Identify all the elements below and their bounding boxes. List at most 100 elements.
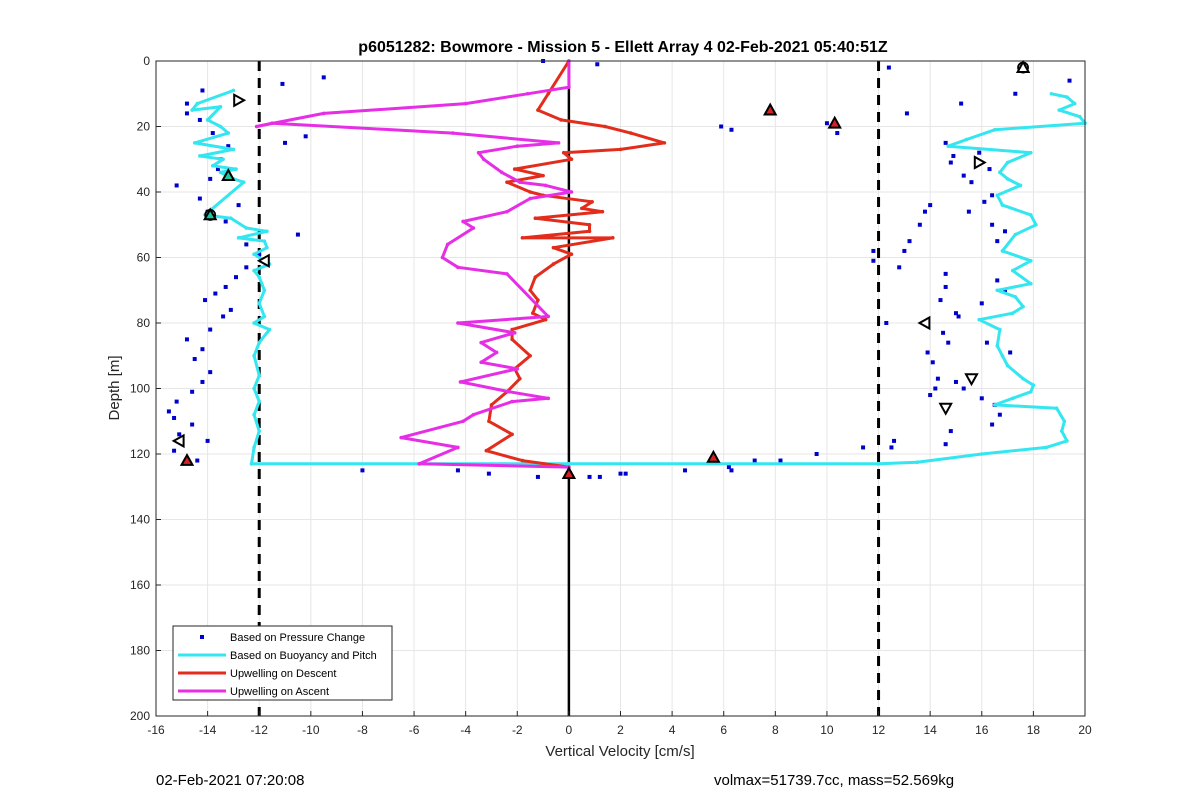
pressure-change-point — [990, 422, 995, 427]
series-point — [567, 462, 571, 466]
pressure-change-point — [623, 471, 628, 476]
x-tick-label: 14 — [923, 723, 937, 737]
x-tick-label: 12 — [872, 723, 886, 737]
legend-label: Upwelling on Ascent — [230, 686, 329, 698]
pressure-change-point — [943, 442, 948, 447]
pressure-change-point — [979, 301, 984, 306]
x-tick-label: -6 — [409, 723, 420, 737]
pressure-change-point — [244, 242, 249, 247]
series-point — [198, 154, 202, 158]
series-point — [252, 412, 256, 417]
event-marker-triangle-up — [706, 449, 721, 463]
x-tick-label: 10 — [820, 723, 834, 737]
series-point — [946, 144, 951, 148]
series-point — [546, 91, 551, 96]
pressure-change-point — [953, 379, 958, 384]
pressure-change-point — [982, 199, 987, 204]
pressure-change-point — [943, 271, 948, 276]
series-point — [252, 321, 256, 325]
y-tick-label: 200 — [130, 709, 150, 723]
series-point — [520, 458, 525, 463]
series-point — [1010, 311, 1015, 315]
series-point — [270, 121, 274, 126]
series-point — [417, 462, 422, 466]
series-point — [1005, 160, 1010, 165]
series-point — [1010, 268, 1015, 273]
pressure-change-point — [184, 111, 189, 116]
pressure-change-point — [907, 239, 912, 244]
pressure-change-point — [213, 291, 218, 296]
series-point — [1005, 177, 1010, 181]
series-point — [231, 88, 236, 93]
y-axis-label: Depth [m] — [106, 355, 123, 420]
series-point — [456, 321, 460, 325]
pressure-change-point — [257, 252, 262, 257]
footer-timestamp: 02-Feb-2021 07:20:08 — [156, 772, 305, 789]
series-point — [484, 448, 489, 453]
event-marker-triangle-down — [938, 402, 953, 416]
pressure-change-point — [995, 278, 1000, 283]
series-based-on-pressure-change — [166, 59, 1072, 479]
series-point — [1029, 150, 1033, 155]
y-tick-label: 60 — [137, 251, 151, 265]
pressure-change-point — [990, 193, 995, 198]
series-point — [998, 327, 1002, 332]
pressure-change-point — [1067, 78, 1072, 83]
pressure-change-point — [778, 458, 783, 463]
x-tick-label: -16 — [147, 723, 165, 737]
x-tick-label: -2 — [512, 723, 523, 737]
pressure-change-point — [889, 445, 894, 450]
series-point — [1005, 363, 1010, 368]
series-point — [520, 236, 525, 240]
pressure-change-point — [951, 153, 956, 158]
series-point — [998, 170, 1002, 175]
pressure-change-point — [215, 167, 220, 172]
series-point — [528, 196, 532, 201]
series-point — [992, 403, 997, 407]
pressure-change-point — [236, 203, 241, 208]
pressure-change-point — [197, 117, 202, 122]
pressure-change-point — [979, 396, 984, 401]
pressure-change-point — [897, 265, 902, 270]
pressure-change-point — [208, 176, 213, 181]
series-point — [533, 216, 538, 220]
y-tick-label: 20 — [137, 120, 151, 134]
legend-label: Upwelling on Descent — [230, 668, 336, 680]
series-point — [1013, 295, 1018, 299]
series-point — [458, 380, 463, 384]
series-point — [1000, 353, 1005, 358]
series-point — [218, 105, 223, 109]
pressure-change-point — [192, 357, 197, 362]
pressure-change-point — [943, 284, 948, 289]
series-point — [995, 288, 1000, 293]
legend-swatch-points — [200, 635, 204, 639]
x-tick-label: 2 — [617, 723, 624, 737]
tick-layer: -16 -14 -12 -10 -8 -6 -4 -2 0 2 4 6 8 10 12 14 16 18 20020… — [130, 54, 1092, 737]
series-point — [551, 245, 556, 250]
series-point — [1000, 249, 1005, 253]
event-marker-triangle-up — [827, 115, 842, 129]
x-tick-label: -10 — [302, 723, 320, 737]
pressure-change-point — [283, 140, 288, 145]
series-point — [257, 275, 262, 279]
series-point — [543, 317, 548, 322]
series-point — [244, 226, 249, 230]
series-point — [1062, 419, 1067, 424]
series-point — [445, 242, 450, 247]
pressure-change-point — [961, 173, 966, 178]
x-tick-label: 18 — [1027, 723, 1041, 737]
x-tick-label: 20 — [1078, 723, 1092, 737]
pressure-change-point — [904, 111, 909, 116]
pressure-change-point — [930, 360, 935, 365]
series-point — [533, 275, 538, 279]
event-marker-triangle-right — [233, 93, 247, 108]
series-point — [1029, 281, 1033, 286]
series-point — [530, 311, 535, 315]
series-point — [192, 141, 197, 145]
series-point — [600, 209, 605, 214]
series-point — [252, 386, 256, 391]
pressure-change-point — [925, 350, 930, 355]
pressure-change-point — [948, 160, 953, 165]
series-point — [569, 157, 574, 162]
series-point — [1065, 439, 1069, 443]
